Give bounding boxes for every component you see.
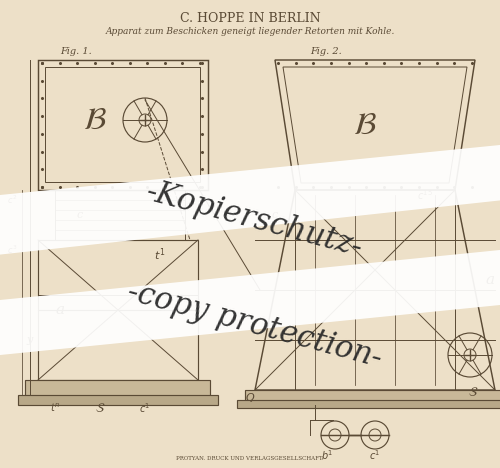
Text: $\mathcal{B}$: $\mathcal{B}$ (353, 110, 377, 140)
Text: PROTYAN. DRUCK UND VERLAGSGESELLSCHAFT.: PROTYAN. DRUCK UND VERLAGSGESELLSCHAFT. (176, 455, 324, 461)
Text: $c^1$: $c^1$ (140, 401, 150, 415)
Polygon shape (0, 140, 500, 260)
Text: Fig. 2.: Fig. 2. (310, 47, 342, 57)
Text: c: c (272, 210, 278, 220)
Bar (25, 380, 210, 398)
Bar (45, 67, 200, 182)
Text: a: a (56, 303, 64, 317)
Text: $c^1$: $c^1$ (370, 448, 380, 462)
Bar (55, 190, 185, 240)
Text: $Q$: $Q$ (245, 390, 255, 403)
Text: $c^2$: $c^2$ (7, 194, 17, 206)
Text: $c^3$: $c^3$ (7, 244, 17, 256)
Polygon shape (0, 245, 500, 360)
Text: $\mathcal{S}$: $\mathcal{S}$ (95, 402, 105, 415)
Text: $\mathcal{B}$: $\mathcal{B}$ (83, 104, 107, 136)
Text: $t^n$: $t^n$ (50, 402, 60, 414)
Text: Fig. 1.: Fig. 1. (60, 47, 92, 57)
Text: Apparat zum Beschicken geneigt liegender Retorten mit Kohle.: Apparat zum Beschicken geneigt liegender… (106, 28, 395, 37)
Bar (18, 395, 218, 405)
Text: $c^{15}$: $c^{15}$ (417, 188, 433, 202)
Text: a: a (486, 273, 494, 287)
Bar (38, 240, 198, 380)
Text: $\mathcal{S}$: $\mathcal{S}$ (468, 386, 478, 398)
Text: -Kopierschutz-: -Kopierschutz- (144, 176, 366, 264)
Text: $t^1$: $t^1$ (154, 247, 166, 263)
Text: y: y (27, 335, 33, 345)
Text: $b^1$: $b^1$ (320, 448, 334, 462)
Bar (38, 60, 208, 190)
Bar (237, 400, 500, 408)
Bar (245, 390, 500, 402)
Text: C. HOPPE IN BERLIN: C. HOPPE IN BERLIN (180, 12, 320, 24)
Text: -copy protection-: -copy protection- (124, 276, 386, 374)
Text: c: c (77, 210, 83, 220)
